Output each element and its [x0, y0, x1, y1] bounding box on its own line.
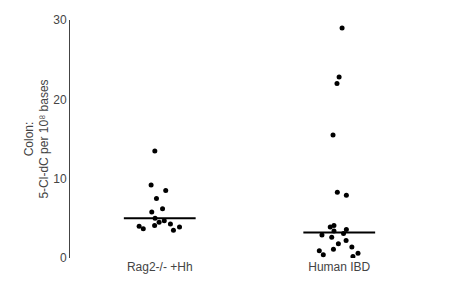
svg-text:30: 30: [53, 13, 67, 27]
svg-text:Rag2-/- +Hh: Rag2-/- +Hh: [127, 260, 193, 274]
svg-text:10: 10: [53, 172, 67, 186]
svg-text:20: 20: [53, 93, 67, 107]
svg-text:Human IBD: Human IBD: [308, 260, 370, 274]
svg-text:Colon:5-Cl-dC per 10⁸ bases: Colon:5-Cl-dC per 10⁸ bases: [22, 79, 52, 198]
svg-text:0: 0: [60, 251, 67, 265]
